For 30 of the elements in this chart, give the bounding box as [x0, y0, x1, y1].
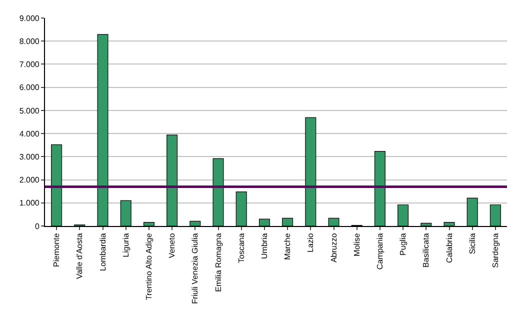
y-tick-label: 0: [34, 222, 40, 231]
y-tick-label: 9.000: [19, 14, 40, 23]
x-tick-label: Sardegna: [491, 232, 500, 268]
x-tick-label: Lombardia: [98, 232, 108, 272]
y-tick-label: 1.000: [19, 198, 40, 208]
x-tick-label: Trentino Alto Adige: [144, 232, 154, 300]
x-tick-label: Veneto: [168, 232, 177, 258]
x-tick-label: Abruzzo: [329, 232, 338, 263]
y-tick-label: 5.000: [19, 106, 40, 116]
x-tick-label: Toscana: [236, 232, 246, 263]
x-tick-label: Lazio: [306, 232, 316, 252]
y-tick-label: 7.000: [19, 60, 40, 70]
x-tick-label: Calabria: [444, 232, 454, 263]
x-tick-label: Umbria: [260, 232, 270, 259]
x-tick-label: Valle d'Aosta: [75, 232, 84, 280]
x-tick-label: Emilia Romagna: [214, 232, 223, 292]
x-tick-label: Liguria: [121, 232, 130, 258]
x-tick-label: Basilicata: [422, 232, 431, 268]
x-tick-label: Campania: [376, 232, 385, 270]
y-tick-label: 8.000: [19, 36, 40, 46]
y-tick-label: 2.000: [19, 176, 40, 185]
y-tick-label: 3.000: [19, 152, 40, 162]
y-tick-label: 4.000: [19, 129, 40, 138]
x-tick-label: Puglia: [398, 232, 408, 256]
x-tick-label: Sicilia: [468, 232, 477, 254]
y-tick-label: 6.000: [19, 83, 40, 92]
x-tick-label: Friuli Venezia Giulia: [190, 232, 200, 304]
x-tick-label: Piemonte: [52, 232, 62, 267]
x-tick-label: Molise: [352, 232, 362, 256]
x-tick-label: Marche: [283, 232, 292, 260]
